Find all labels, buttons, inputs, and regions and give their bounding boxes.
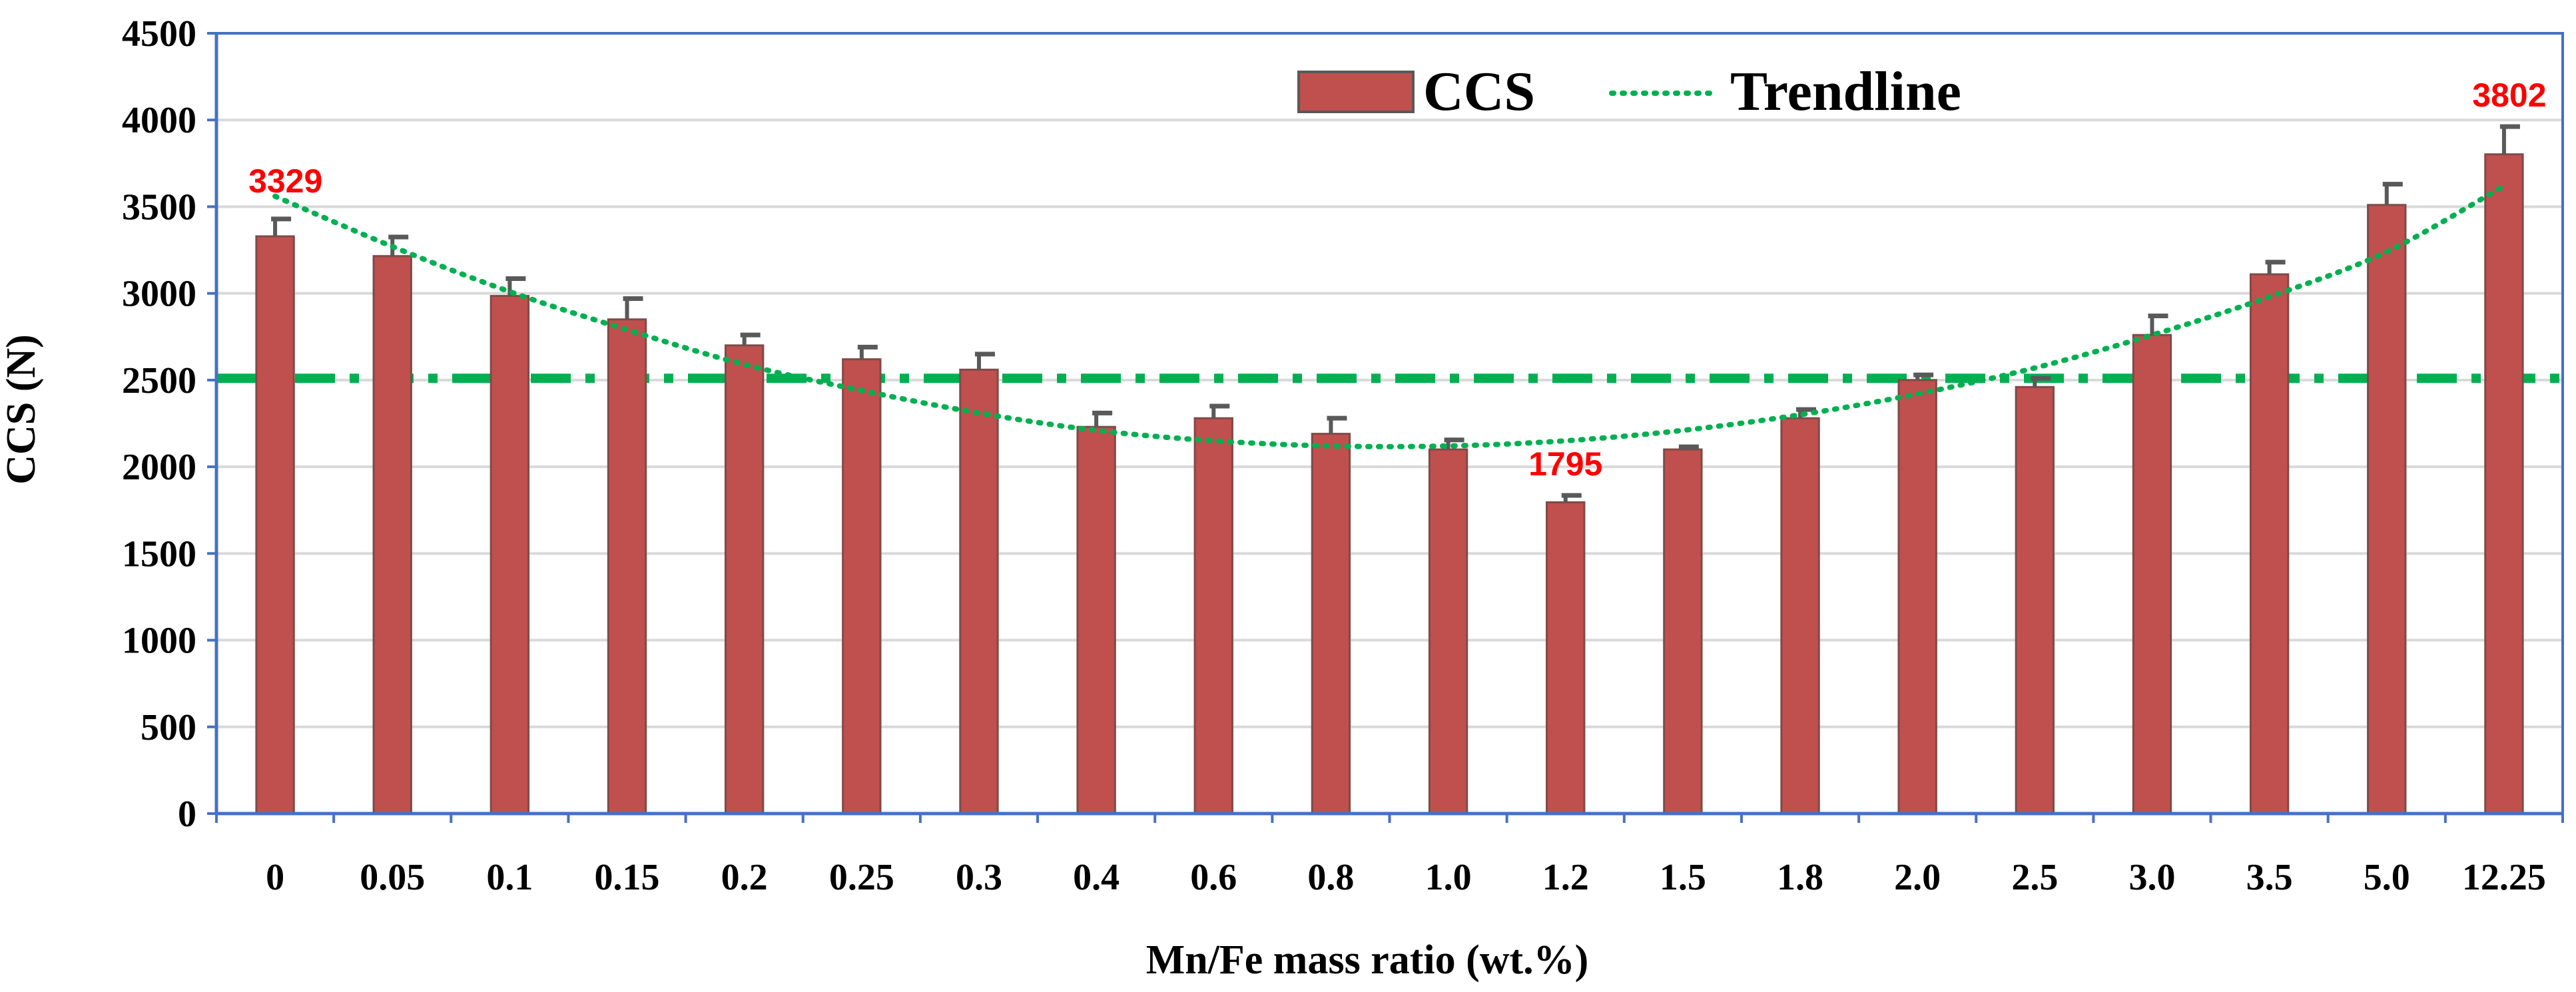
trendline-curve: [272, 183, 2507, 449]
annotation-3802: 3802: [2472, 77, 2546, 114]
bar-0.2: [724, 344, 765, 815]
bar-0.15: [607, 318, 647, 815]
y-tick-label-500: 500: [141, 707, 196, 748]
bar-0.4: [1076, 425, 1116, 815]
x-tick-label-0.15: 0.15: [595, 857, 660, 898]
x-tick-label-1.5: 1.5: [1660, 857, 1706, 898]
bar-1.0: [1428, 448, 1468, 815]
bar-0.6: [1193, 417, 1233, 815]
legend-label-trendline: Trendline: [1730, 61, 1961, 123]
x-tick-label-3.5: 3.5: [2246, 857, 2293, 898]
x-tick-label-1.0: 1.0: [1425, 857, 1472, 898]
x-tick-label-0.2: 0.2: [721, 857, 768, 898]
legend-swatch-ccs: [1297, 71, 1415, 113]
x-axis-title: Mn/Fe mass ratio (wt.%): [1146, 937, 1589, 983]
bar-3.5: [2249, 273, 2290, 815]
bar-3.0: [2132, 334, 2172, 815]
plot-area-border: [215, 32, 2564, 815]
bars: [255, 153, 2524, 815]
x-tick-label-0.25: 0.25: [829, 857, 894, 898]
x-tick-label-0.4: 0.4: [1073, 857, 1120, 898]
bar-0.3: [959, 368, 999, 815]
y-tick-label-0: 0: [178, 794, 196, 835]
x-tick-label-0.8: 0.8: [1307, 857, 1354, 898]
bar-0.8: [1311, 433, 1351, 815]
x-tick-label-0: 0: [266, 857, 284, 898]
y-tick-label-4000: 4000: [122, 100, 196, 141]
error-bars: [271, 124, 2520, 503]
annotation-3329: 3329: [248, 162, 322, 200]
x-tick-label-1.2: 1.2: [1542, 857, 1589, 898]
axes: [207, 32, 2564, 823]
y-tick-label-1500: 1500: [122, 533, 196, 575]
x-tick-labels: 0 0.05 0.1 0.15 0.2 0.25 0.3 0.4 0.6 0.8 1.0 1.2 1.5…: [266, 857, 2546, 898]
trendline: [272, 183, 2507, 449]
bar-12.25: [2484, 153, 2524, 815]
bar-0.1: [489, 295, 530, 815]
y-tick-label-2500: 2500: [122, 360, 196, 401]
bar-0.05: [372, 255, 412, 815]
annotation-1795: 1795: [1528, 445, 1602, 483]
bar-1.5: [1663, 448, 1703, 815]
bar-2.5: [2015, 385, 2055, 815]
x-tick-label-0.1: 0.1: [486, 857, 533, 898]
y-tick-labels: 0 500 1000 1500 2000 2500 3000 3500 4000 4500: [122, 13, 196, 835]
bar-2.0: [1897, 379, 1937, 815]
y-tick-label-4500: 4500: [122, 13, 196, 55]
x-tick-label-2.0: 2.0: [1894, 857, 1941, 898]
bar-0: [255, 235, 295, 815]
legend: CCS Trendline: [1297, 61, 1961, 123]
y-tick-label-2000: 2000: [122, 447, 196, 488]
bar-5.0: [2367, 204, 2407, 815]
y-tick-label-1000: 1000: [122, 620, 196, 662]
x-tick-label-0.05: 0.05: [360, 857, 425, 898]
bar-1.8: [1780, 417, 1820, 815]
x-tick-label-2.5: 2.5: [2011, 857, 2058, 898]
bar-1.2: [1546, 501, 1586, 815]
y-tick-label-3000: 3000: [122, 274, 196, 315]
y-axis-title: CCS (N): [0, 334, 44, 485]
x-tick-label-0.3: 0.3: [956, 857, 1002, 898]
y-tick-label-3500: 3500: [122, 186, 196, 228]
bar-0.25: [842, 358, 882, 815]
legend-label-ccs: CCS: [1423, 61, 1535, 123]
x-tick-label-12.25: 12.25: [2462, 857, 2546, 898]
x-tick-label-0.6: 0.6: [1190, 857, 1237, 898]
x-tick-label-3.0: 3.0: [2128, 857, 2175, 898]
annotations: 3329 1795 3802: [248, 77, 2546, 483]
x-tick-label-1.8: 1.8: [1777, 857, 1823, 898]
x-tick-label-5.0: 5.0: [2364, 857, 2410, 898]
